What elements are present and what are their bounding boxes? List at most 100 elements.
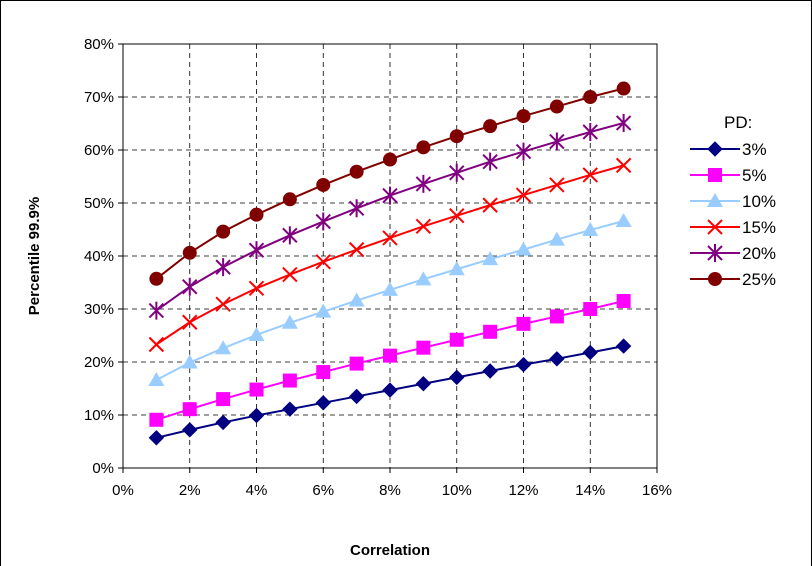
y-tick-label: 10%: [84, 407, 114, 424]
y-tick-label: 0%: [92, 460, 114, 477]
data-point: [215, 258, 231, 277]
data-point: [349, 356, 364, 371]
data-point: [548, 231, 565, 246]
y-tick-label: 60%: [84, 142, 114, 159]
data-point: [382, 230, 398, 246]
data-point: [549, 309, 564, 324]
x-tick-label: 16%: [642, 482, 672, 499]
legend-label: 20%: [742, 244, 776, 263]
data-point: [315, 254, 331, 270]
data-point: [616, 294, 631, 309]
data-point: [382, 281, 398, 296]
data-point: [583, 90, 598, 104]
data-point: [582, 167, 598, 183]
data-point: [382, 186, 398, 205]
data-point: [415, 174, 432, 193]
data-point: [549, 177, 565, 193]
data-point: [549, 132, 565, 151]
data-point: [515, 142, 532, 161]
y-tick-label: 40%: [84, 248, 114, 265]
legend-label: 15%: [742, 218, 776, 237]
data-point: [149, 271, 164, 286]
data-point: [282, 226, 298, 245]
x-tick-labels: 0% 2% 4% 6% 8% 10% 12% 14% 16%: [112, 468, 672, 499]
data-point: [316, 177, 331, 192]
legend-marker: [707, 193, 723, 207]
data-point: [583, 302, 598, 316]
data-point: [449, 129, 464, 144]
data-point: [482, 251, 499, 266]
data-point: [549, 351, 565, 367]
data-point: [582, 222, 599, 237]
y-tick-label: 20%: [84, 354, 114, 371]
x-tick-label: 10%: [442, 482, 472, 499]
x-tick-label: 0%: [112, 482, 134, 499]
y-tick-label: 30%: [84, 301, 114, 318]
data-point: [582, 344, 598, 361]
data-point: [181, 354, 198, 369]
data-point: [149, 412, 164, 427]
data-point: [248, 241, 265, 260]
data-point: [349, 164, 364, 179]
data-point: [216, 392, 231, 407]
legend-marker: [707, 141, 723, 157]
data-point: [282, 192, 297, 207]
x-axis-title: Correlation: [350, 542, 430, 559]
x-tick-label: 6%: [312, 482, 334, 499]
legend-item: 3%: [690, 140, 767, 159]
data-point: [148, 301, 165, 320]
data-point: [615, 113, 632, 132]
y-tick-label: 80%: [84, 36, 114, 53]
data-point: [449, 208, 465, 224]
data-point: [615, 338, 632, 354]
data-point: [416, 340, 431, 355]
data-point: [182, 245, 197, 260]
legend-item: 15%: [690, 218, 776, 237]
data-point: [382, 382, 398, 398]
data-point: [383, 152, 397, 167]
data-point: [415, 271, 432, 286]
data-point: [249, 207, 264, 222]
data-point: [516, 109, 531, 124]
data-point: [216, 224, 231, 239]
legend-item: 20%: [690, 244, 776, 263]
series-25%: [149, 81, 631, 286]
series-3%: [148, 338, 632, 446]
data-point: [448, 261, 465, 276]
data-point: [315, 395, 331, 411]
data-point: [282, 266, 298, 283]
series-20%: [148, 113, 632, 320]
legend-title: PD:: [724, 113, 752, 132]
x-tick-label: 12%: [508, 482, 538, 499]
data-point: [282, 401, 298, 417]
x-tick-label: 14%: [575, 482, 605, 499]
data-point: [415, 218, 432, 235]
legend-item: 10%: [690, 192, 776, 211]
data-point: [248, 326, 265, 341]
data-point: [582, 122, 598, 141]
data-point: [416, 140, 431, 155]
data-point: [215, 340, 232, 355]
data-point: [516, 316, 531, 331]
data-point: [182, 422, 198, 438]
data-point: [549, 99, 564, 114]
y-axis-title: Percentile 99.9%: [26, 197, 43, 315]
legend-marker: [707, 219, 723, 235]
legend-marker: [707, 244, 723, 262]
legend: PD: 3% 5% 10% 15% 20% 25%: [690, 113, 776, 289]
data-point: [615, 213, 632, 228]
data-point: [482, 197, 498, 213]
data-point: [148, 336, 165, 353]
data-point: [415, 376, 432, 392]
data-point: [315, 303, 332, 318]
data-point: [215, 414, 231, 431]
data-point: [348, 292, 365, 307]
legend-item: 25%: [690, 270, 776, 289]
data-point: [515, 241, 532, 256]
series-5%: [149, 294, 631, 427]
data-point: [148, 430, 165, 446]
data-point: [282, 373, 297, 388]
data-point: [215, 296, 231, 312]
